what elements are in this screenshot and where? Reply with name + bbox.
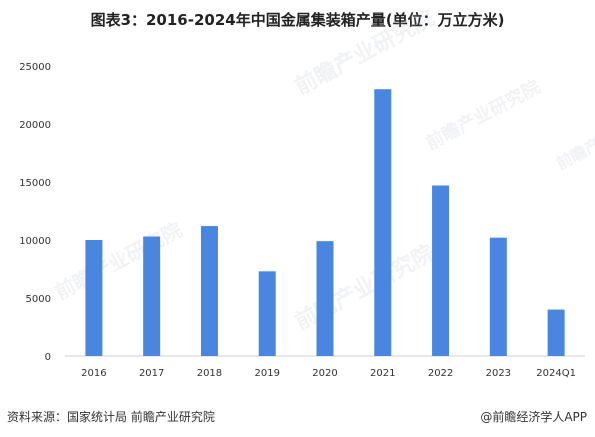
bars <box>85 89 565 356</box>
watermark-text: 前瞻产业研究院 <box>422 76 544 155</box>
watermark-text: 前瞻产业研究院 <box>291 240 439 335</box>
y-tick-label: 5000 <box>26 294 51 305</box>
bar-2024Q1 <box>547 309 565 356</box>
x-tick-label: 2020 <box>312 368 337 379</box>
y-tick-label: 0 <box>45 352 51 363</box>
app-credit-text: @前瞻经济学人APP <box>480 410 587 424</box>
y-tick-label: 25000 <box>19 62 51 73</box>
bar-2018 <box>200 226 218 356</box>
y-tick-label: 20000 <box>19 120 51 131</box>
x-tick-label: 2021 <box>370 368 395 379</box>
y-tick-label: 15000 <box>19 178 51 189</box>
x-tick-label: 2019 <box>254 368 279 379</box>
x-tick-label: 2016 <box>81 368 106 379</box>
source-note: 资料来源：国家统计局 前瞻产业研究院 <box>7 410 215 424</box>
bar-2020 <box>316 241 334 356</box>
x-tick-label: 2024Q1 <box>536 368 576 379</box>
bar-2016 <box>85 240 103 356</box>
bar-2023 <box>489 237 507 356</box>
chart-title: 图表3：2016-2024年中国金属集装箱产量(单位：万立方米) <box>90 11 505 29</box>
x-tick-label: 2018 <box>197 368 222 379</box>
y-tick-label: 10000 <box>19 236 51 247</box>
bar-2021 <box>374 89 392 356</box>
bar-2017 <box>143 236 161 356</box>
bar-2022 <box>432 185 450 356</box>
watermark-text: 前瞻产业研究院 <box>553 104 595 173</box>
app-credit[interactable]: @前瞻经济学人APP <box>480 408 587 425</box>
y-axis: 0 5000 10000 15000 20000 25000 <box>19 62 51 363</box>
x-tick-label: 2017 <box>139 368 164 379</box>
watermark-text: 前瞻产业研究院 <box>51 217 186 304</box>
bar-2019 <box>258 271 276 356</box>
x-tick-label: 2022 <box>428 368 453 379</box>
watermark-text: 前瞻产业研究院 <box>291 5 439 100</box>
x-tick-label: 2023 <box>486 368 511 379</box>
x-axis: 2016 2017 2018 2019 2020 2021 2022 2023 2024Q1 <box>81 368 576 379</box>
